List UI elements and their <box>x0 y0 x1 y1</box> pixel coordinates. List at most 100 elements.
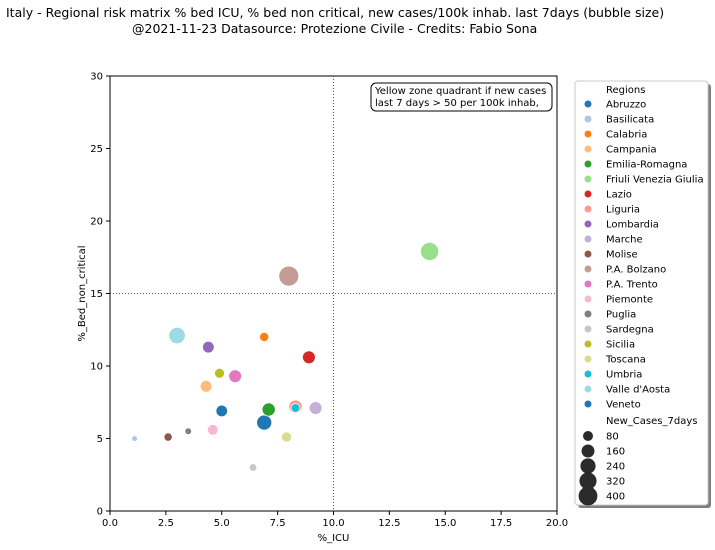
bubble-marche <box>308 401 323 415</box>
legend-marker-sardegna <box>584 325 592 333</box>
legend-label-lombardia: Lombardia <box>606 220 659 231</box>
size-legend-marker <box>579 472 597 490</box>
legend-marker-valle-d-aosta <box>584 385 592 393</box>
legend-marker-marche <box>584 235 592 243</box>
size-legend-label: 160 <box>606 447 625 458</box>
bubble-lombardia <box>202 340 215 354</box>
legend-label-lazio: Lazio <box>606 190 632 201</box>
legend-marker-veneto <box>584 400 592 408</box>
legend-marker-p-a-trento <box>584 280 592 288</box>
legend-label-sicilia: Sicilia <box>606 340 635 351</box>
legend-label-friuli-venezia-giulia: Friuli Venezia Giulia <box>606 175 704 186</box>
size-legend-marker <box>580 458 596 474</box>
legend-marker-sicilia <box>584 340 592 348</box>
annotation-box: Yellow zone quadrant if new cases last 7… <box>370 82 553 112</box>
legend-marker-umbria <box>584 370 592 378</box>
legend-marker-puglia <box>584 310 592 318</box>
bubble-p-a-trento <box>228 369 243 384</box>
legend-label-emilia-romagna: Emilia-Romagna <box>606 160 687 171</box>
legend-label-veneto: Veneto <box>606 400 641 411</box>
legend-marker-lombardia <box>584 220 592 228</box>
legend-label-puglia: Puglia <box>606 310 636 321</box>
x-tick-label: 17.5 <box>490 518 512 529</box>
bubble-layer <box>131 241 440 472</box>
x-tick-label: 12.5 <box>378 518 400 529</box>
legend-marker-campania <box>584 145 592 153</box>
bubble-sardegna <box>248 463 258 472</box>
legend-marker-abruzzo <box>584 100 592 108</box>
bubble-puglia <box>184 427 193 436</box>
legend: Regions Abruzzo Basilicata Calabria Campani… <box>574 80 711 508</box>
bubble-umbria <box>290 403 301 413</box>
legend-marker-lazio <box>584 190 592 198</box>
legend-label-basilicata: Basilicata <box>606 115 654 126</box>
x-tick-label: 20.0 <box>546 518 568 529</box>
size-legend-label: 80 <box>606 432 619 443</box>
legend-sizes: 80 160 240 320 400 <box>578 431 625 506</box>
legend-marker-friuli-venezia-giulia <box>584 175 592 183</box>
bubble-abruzzo <box>215 404 228 418</box>
size-legend-label: 240 <box>606 462 625 473</box>
size-legend-marker <box>581 444 595 458</box>
legend-marker-p-a-bolzano <box>584 265 592 273</box>
legend-size-title: New_Cases_7days <box>606 416 697 427</box>
legend-label-abruzzo: Abruzzo <box>606 100 646 111</box>
x-tick-label: 5.0 <box>214 518 230 529</box>
x-tick-label: 2.5 <box>158 518 174 529</box>
legend-label-p-a-bolzano: P.A. Bolzano <box>606 265 666 276</box>
bubble-veneto <box>256 414 273 431</box>
legend-marker-basilicata <box>584 115 592 123</box>
y-tick-label: 10 <box>90 362 103 373</box>
bubble-sicilia <box>214 367 225 379</box>
chart-title-line-2: @2021-11-23 Datasource: Protezione Civil… <box>132 21 538 36</box>
legend-marker-toscana <box>584 355 592 363</box>
legend-label-p-a-trento: P.A. Trento <box>606 280 658 291</box>
x-tick-label: 15.0 <box>434 518 456 529</box>
legend-label-valle-d-aosta: Valle d'Aosta <box>606 385 670 396</box>
legend-label-calabria: Calabria <box>606 130 647 141</box>
legend-label-piemonte: Piemonte <box>606 295 653 306</box>
x-tick-label: 7.5 <box>270 518 286 529</box>
bubble-lazio <box>302 350 316 365</box>
size-legend-marker <box>578 486 598 506</box>
y-tick-label: 15 <box>90 289 103 300</box>
annotation-line-1: Yellow zone quadrant if new cases <box>374 86 546 97</box>
bubble-campania <box>199 379 213 393</box>
bubble-calabria <box>259 331 270 343</box>
legend-marker-liguria <box>584 205 592 213</box>
size-legend-marker <box>583 431 593 441</box>
legend-marker-molise <box>584 250 592 258</box>
bubble-piemonte <box>207 424 219 436</box>
size-legend-label: 320 <box>606 477 625 488</box>
legend-hue-title: Regions <box>606 85 645 96</box>
bubble-basilicata <box>131 435 138 442</box>
legend-label-sardegna: Sardegna <box>606 325 654 336</box>
annotation-line-2: last 7 days > 50 per 100k inhab, <box>375 98 539 109</box>
legend-label-campania: Campania <box>606 145 657 156</box>
y-tick-label: 20 <box>90 217 103 228</box>
legend-marker-emilia-romagna <box>584 160 592 168</box>
bubble-toscana <box>281 431 293 443</box>
legend-label-marche: Marche <box>606 235 643 246</box>
legend-label-liguria: Liguria <box>606 205 640 216</box>
x-axis-label: %_ICU <box>318 533 350 544</box>
x-tick-label: 0.0 <box>102 518 118 529</box>
legend-marker-piemonte <box>584 295 592 303</box>
chart-title-line-1: Italy - Regional risk matrix % bed ICU, … <box>6 5 665 20</box>
y-tick-label: 5 <box>97 434 103 445</box>
bubble-molise <box>163 432 173 442</box>
legend-marker-calabria <box>584 130 592 138</box>
y-axis-ticks: 0 5 10 15 20 25 30 <box>90 72 110 518</box>
legend-label-umbria: Umbria <box>606 370 642 381</box>
y-tick-label: 0 <box>97 507 103 518</box>
x-tick-label: 10.0 <box>322 518 344 529</box>
legend-label-toscana: Toscana <box>605 355 646 366</box>
y-axis-label: %_Bed_non_critical <box>77 245 88 341</box>
bubble-valle-d-aosta <box>168 326 186 345</box>
y-tick-label: 25 <box>90 144 103 155</box>
bubble-friuli-venezia-giulia <box>420 241 440 261</box>
bubble-p-a-bolzano <box>278 265 300 287</box>
bubble-emilia-romagna <box>261 402 276 417</box>
y-tick-label: 30 <box>90 72 103 83</box>
